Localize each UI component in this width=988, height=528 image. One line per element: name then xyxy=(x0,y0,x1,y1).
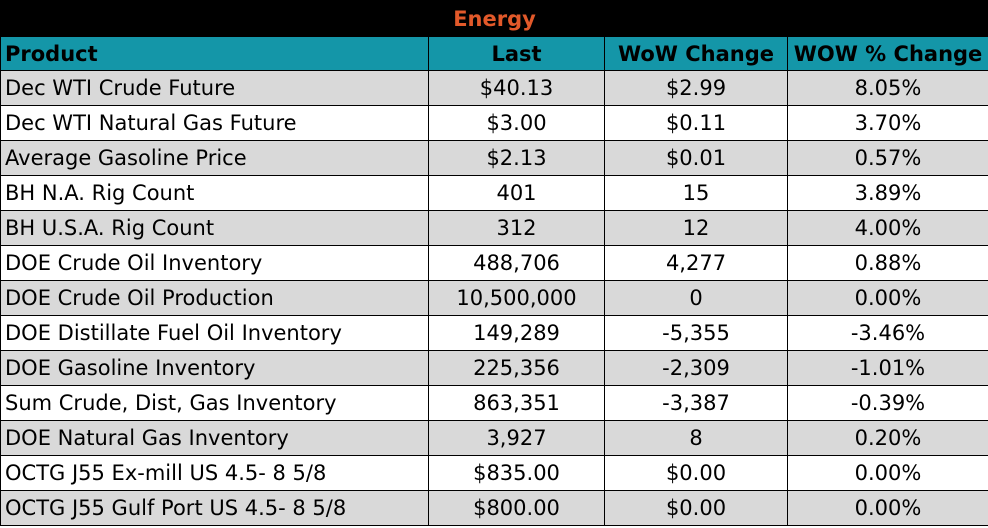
cell-last: 10,500,000 xyxy=(428,280,605,316)
cell-product: BH N.A. Rig Count xyxy=(0,175,429,211)
cell-wow-change: -3,387 xyxy=(604,385,788,421)
table-row: DOE Distillate Fuel Oil Inventory 149,28… xyxy=(0,315,988,351)
cell-last: $800.00 xyxy=(428,490,605,526)
cell-wow-change: -5,355 xyxy=(604,315,788,351)
cell-wow-pct-change: 3.89% xyxy=(787,175,988,211)
cell-product: DOE Crude Oil Production xyxy=(0,280,429,316)
cell-last: 312 xyxy=(428,210,605,246)
cell-product: Dec WTI Crude Future xyxy=(0,70,429,106)
table-row: BH N.A. Rig Count 401 15 3.89% xyxy=(0,175,988,211)
table-row: DOE Natural Gas Inventory 3,927 8 0.20% xyxy=(0,420,988,456)
cell-wow-pct-change: 0.00% xyxy=(787,280,988,316)
cell-wow-pct-change: 0.88% xyxy=(787,245,988,281)
cell-wow-change: 0 xyxy=(604,280,788,316)
cell-last: 401 xyxy=(428,175,605,211)
cell-last: 149,289 xyxy=(428,315,605,351)
table-row: BH U.S.A. Rig Count 312 12 4.00% xyxy=(0,210,988,246)
cell-last: $40.13 xyxy=(428,70,605,106)
cell-wow-change: $0.00 xyxy=(604,455,788,491)
cell-product: OCTG J55 Gulf Port US 4.5- 8 5/8 xyxy=(0,490,429,526)
cell-product: BH U.S.A. Rig Count xyxy=(0,210,429,246)
cell-last: $2.13 xyxy=(428,140,605,176)
cell-wow-pct-change: -1.01% xyxy=(787,350,988,386)
table-row: OCTG J55 Gulf Port US 4.5- 8 5/8 $800.00… xyxy=(0,490,988,526)
cell-product: DOE Distillate Fuel Oil Inventory xyxy=(0,315,429,351)
cell-wow-change: $0.11 xyxy=(604,105,788,141)
cell-wow-pct-change: 0.00% xyxy=(787,490,988,526)
cell-last: 3,927 xyxy=(428,420,605,456)
cell-wow-pct-change: -3.46% xyxy=(787,315,988,351)
cell-product: Sum Crude, Dist, Gas Inventory xyxy=(0,385,429,421)
cell-wow-change: $0.00 xyxy=(604,490,788,526)
table-row: OCTG J55 Ex-mill US 4.5- 8 5/8 $835.00 $… xyxy=(0,455,988,491)
table-title-row: Energy xyxy=(0,0,988,37)
column-header-product: Product xyxy=(0,36,429,71)
column-header-wow-change: WoW Change xyxy=(604,36,788,71)
cell-product: Dec WTI Natural Gas Future xyxy=(0,105,429,141)
table-row: Dec WTI Natural Gas Future $3.00 $0.11 3… xyxy=(0,105,988,141)
table-header-row: Product Last WoW Change WOW % Change xyxy=(0,36,988,71)
cell-last: 488,706 xyxy=(428,245,605,281)
cell-wow-change: 8 xyxy=(604,420,788,456)
cell-wow-change: $0.01 xyxy=(604,140,788,176)
table-row: DOE Gasoline Inventory 225,356 -2,309 -1… xyxy=(0,350,988,386)
column-header-wow-pct-change: WOW % Change xyxy=(787,36,988,71)
cell-wow-pct-change: 0.57% xyxy=(787,140,988,176)
cell-wow-pct-change: 0.00% xyxy=(787,455,988,491)
column-header-last: Last xyxy=(428,36,605,71)
table-row: Dec WTI Crude Future $40.13 $2.99 8.05% xyxy=(0,70,988,106)
cell-last: 863,351 xyxy=(428,385,605,421)
cell-wow-change: 15 xyxy=(604,175,788,211)
table-row: DOE Crude Oil Production 10,500,000 0 0.… xyxy=(0,280,988,316)
cell-last: $835.00 xyxy=(428,455,605,491)
table-title: Energy xyxy=(0,0,988,37)
cell-wow-change: -2,309 xyxy=(604,350,788,386)
cell-wow-pct-change: 0.20% xyxy=(787,420,988,456)
cell-wow-change: 4,277 xyxy=(604,245,788,281)
cell-wow-pct-change: 3.70% xyxy=(787,105,988,141)
cell-wow-pct-change: 8.05% xyxy=(787,70,988,106)
cell-product: DOE Gasoline Inventory xyxy=(0,350,429,386)
cell-product: Average Gasoline Price xyxy=(0,140,429,176)
cell-wow-change: $2.99 xyxy=(604,70,788,106)
cell-product: DOE Natural Gas Inventory xyxy=(0,420,429,456)
cell-wow-pct-change: 4.00% xyxy=(787,210,988,246)
cell-last: $3.00 xyxy=(428,105,605,141)
cell-product: OCTG J55 Ex-mill US 4.5- 8 5/8 xyxy=(0,455,429,491)
table-row: Sum Crude, Dist, Gas Inventory 863,351 -… xyxy=(0,385,988,421)
cell-wow-pct-change: -0.39% xyxy=(787,385,988,421)
table-row: Average Gasoline Price $2.13 $0.01 0.57% xyxy=(0,140,988,176)
table-body: Dec WTI Crude Future $40.13 $2.99 8.05% … xyxy=(0,70,988,526)
cell-product: DOE Crude Oil Inventory xyxy=(0,245,429,281)
cell-last: 225,356 xyxy=(428,350,605,386)
table-row: DOE Crude Oil Inventory 488,706 4,277 0.… xyxy=(0,245,988,281)
cell-wow-change: 12 xyxy=(604,210,788,246)
